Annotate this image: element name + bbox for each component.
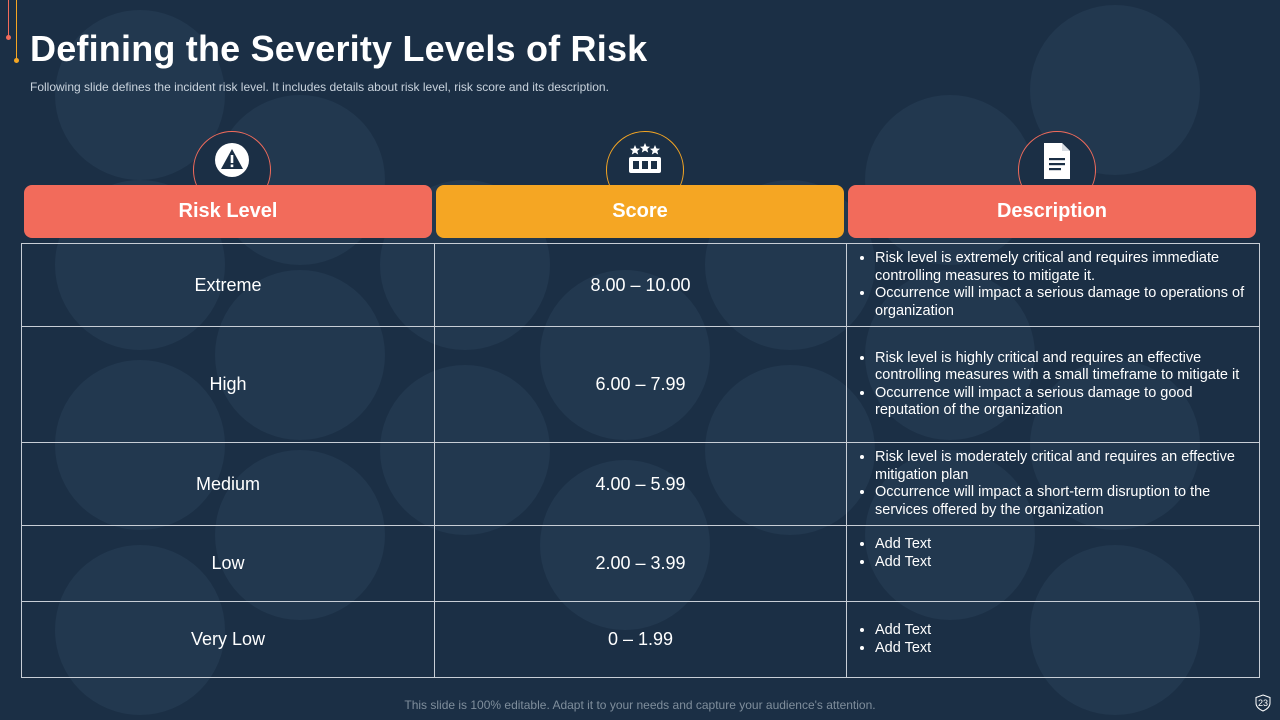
description-bullet: Occurrence will impact a serious damage … [875,385,1253,420]
risk-level-header-label: Risk Level [178,200,278,222]
document-icon [1044,143,1070,179]
description-bullet: Occurrence will impact a short-term disr… [875,484,1253,519]
risk-level-cell: Medium [21,442,435,526]
accent-dot [14,58,19,63]
shield-icon [1255,694,1271,712]
description-bullet: Add Text [875,640,1253,658]
description-bullet: Risk level is highly critical and requir… [875,350,1253,385]
description-bullet: Risk level is extremely critical and req… [875,250,1253,285]
accent-line [8,0,9,38]
description-bullet: Add Text [875,622,1253,640]
risk-level-cell: Very Low [21,601,435,678]
score-cell: 4.00 – 5.99 [434,442,847,526]
description-bullet: Risk level is moderately critical and re… [875,449,1253,484]
table-row: Extreme 8.00 – 10.00 Risk level is extre… [21,243,1260,327]
description-cell: Risk level is moderately critical and re… [846,442,1260,526]
warning-icon [215,143,249,177]
description-bullet: Add Text [875,536,1253,554]
rating-meter-icon [629,143,661,173]
score-cell: 0 – 1.99 [434,601,847,678]
score-cell: 8.00 – 10.00 [434,243,847,327]
description-cell: Risk level is highly critical and requir… [846,326,1260,443]
score-cell: 6.00 – 7.99 [434,326,847,443]
risk-severity-table: Extreme 8.00 – 10.00 Risk level is extre… [21,243,1260,678]
page-title: Defining the Severity Levels of Risk [30,28,648,69]
description-header-label: Description [996,200,1108,222]
description-bullet: Occurrence will impact a serious damage … [875,285,1253,320]
description-header: Description [848,185,1256,238]
score-header-label: Score [612,200,668,222]
risk-level-header: Risk Level [24,185,432,238]
score-cell: 2.00 – 3.99 [434,525,847,602]
description-cell: Add Text Add Text [846,601,1260,678]
risk-level-cell: Low [21,525,435,602]
description-cell: Risk level is extremely critical and req… [846,243,1260,327]
accent-dot [6,35,11,40]
table-row: Low 2.00 – 3.99 Add Text Add Text [21,525,1260,602]
score-header: Score [436,185,844,238]
description-cell: Add Text Add Text [846,525,1260,602]
accent-line [16,0,17,60]
table-row: High 6.00 – 7.99 Risk level is highly cr… [21,326,1260,443]
page-subtitle: Following slide defines the incident ris… [30,80,609,94]
page-number: 23 [1257,698,1268,708]
risk-level-cell: High [21,326,435,443]
footer-note: This slide is 100% editable. Adapt it to… [404,698,876,712]
table-row: Very Low 0 – 1.99 Add Text Add Text [21,601,1260,678]
lock-icon [865,95,1035,265]
risk-level-cell: Extreme [21,243,435,327]
page-number-badge: 23 [1254,694,1272,712]
table-row: Medium 4.00 – 5.99 Risk level is moderat… [21,442,1260,526]
description-bullet: Add Text [875,554,1253,572]
